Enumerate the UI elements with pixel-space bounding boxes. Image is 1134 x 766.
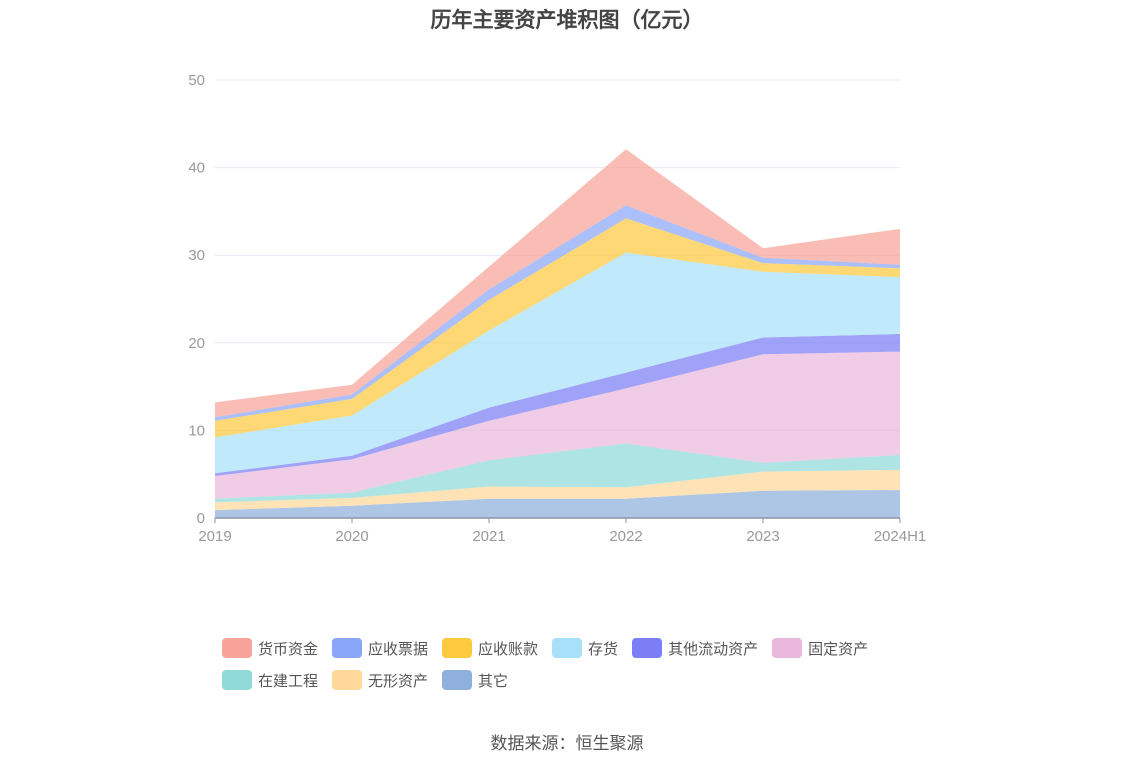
area-series [215,205,900,421]
legend-item[interactable]: 货币资金 [222,638,318,659]
legend-label: 其他流动资产 [668,640,759,658]
legend-item[interactable]: 其他流动资产 [632,638,758,659]
data-source-note: 数据来源：恒生聚源 [490,734,644,753]
x-tick-label: 2022 [609,528,642,545]
y-tick-label: 10 [188,422,205,439]
legend-row: 在建工程 无形资产 其它 [222,664,942,696]
legend-swatch [332,638,363,658]
area-series [215,490,900,518]
legend-label: 存货 [588,640,619,658]
area-series [215,334,900,476]
area-series [215,443,900,503]
x-tick-label: 2023 [746,528,779,545]
legend-item[interactable]: 固定资产 [772,638,868,659]
x-tick-label: 2019 [198,528,231,545]
legend-item[interactable]: 无形资产 [332,670,428,691]
legend-label: 其它 [478,672,509,690]
legend-swatch [222,670,252,690]
legend-item[interactable]: 在建工程 [222,670,318,691]
area-series [215,218,900,438]
legend-swatch [632,638,663,658]
legend-row: 货币资金 应收票据 应收账款 存货 其他流动资产 固定资产 [222,632,942,664]
legend-item[interactable]: 应收账款 [442,638,538,659]
area-series [215,351,900,499]
legend-label: 固定资产 [808,640,869,658]
legend-swatch [332,670,363,690]
legend-swatch [442,670,473,690]
x-tick-label: 2021 [472,528,505,545]
legend-label: 在建工程 [258,672,319,690]
legend-item[interactable]: 存货 [552,638,618,659]
area-series [215,252,900,474]
x-tick-label: 2024H1 [874,528,927,545]
legend-swatch [772,638,803,658]
y-tick-label: 20 [188,335,205,352]
stacked-area-chart: 0 10 20 30 40 50 2019 2020 2021 2022 2023 2024H1 [188,72,927,545]
y-tick-label: 50 [188,72,205,89]
legend-label: 应收票据 [368,640,429,658]
legend-label: 货币资金 [258,640,319,658]
legend-label: 应收账款 [478,640,539,658]
legend-swatch [442,638,473,658]
x-tick-label: 2020 [335,528,368,545]
area-series [215,469,900,511]
legend-item[interactable]: 其它 [442,670,508,691]
legend-item[interactable]: 应收票据 [332,638,428,659]
y-tick-label: 0 [197,510,205,527]
chart-title: 历年主要资产堆积图（亿元） [430,9,704,32]
chart-legend: 货币资金 应收票据 应收账款 存货 其他流动资产 固定资产在建工程 无形资产 其它 [222,632,942,696]
legend-label: 无形资产 [368,672,429,690]
legend-swatch [552,638,583,658]
y-tick-label: 30 [188,247,205,264]
legend-swatch [222,638,252,658]
y-tick-label: 40 [188,160,205,177]
